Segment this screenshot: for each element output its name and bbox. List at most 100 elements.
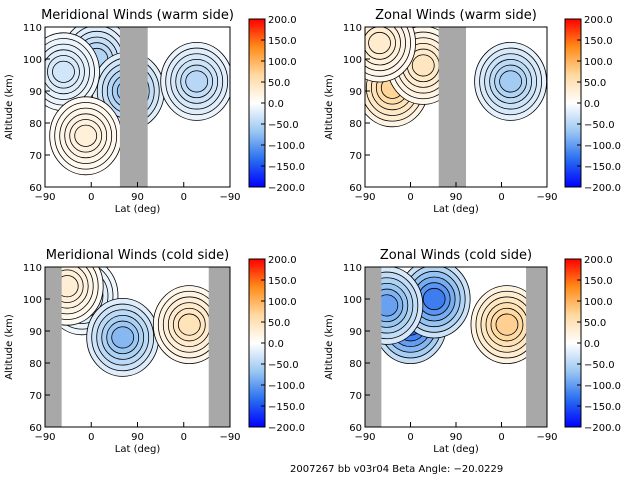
x-tick-label: −90: [354, 192, 375, 203]
contour-region: [499, 70, 523, 93]
contour-region: [411, 54, 435, 77]
colorbar-tick-label: 150.0: [584, 276, 613, 287]
x-tick-label: −90: [354, 432, 375, 443]
x-tick-label: 0: [181, 192, 187, 203]
y-tick-label: 60: [349, 423, 362, 434]
plot-area: [365, 267, 547, 427]
footer-text: 2007267 bb v03r04 Beta Angle: −20.0229: [290, 464, 503, 475]
y-tick-label: 110: [23, 263, 42, 274]
y-tick-label: 60: [29, 423, 42, 434]
colorbar-tick-label: 50.0: [268, 318, 290, 329]
colorbar-tick-label: −100.0: [268, 141, 305, 152]
contour-region: [422, 287, 446, 311]
colorbar-tick-label: −50.0: [584, 360, 615, 371]
y-tick-label: 110: [23, 23, 42, 34]
x-tick-label: 90: [131, 192, 144, 203]
x-tick-label: 90: [131, 432, 144, 443]
x-tick-label: 0: [88, 192, 94, 203]
contour-region: [74, 124, 98, 147]
x-tick-label: 0: [407, 432, 413, 443]
x-tick-label: 90: [450, 432, 463, 443]
y-tick-label: 80: [29, 119, 42, 130]
chart-title: Zonal Winds (warm side): [375, 8, 537, 23]
colorbar-tick-label: 200.0: [584, 255, 613, 266]
data-gap: [45, 267, 62, 427]
x-tick-label: −90: [34, 192, 55, 203]
y-tick-label: 110: [343, 23, 362, 34]
colorbar-tick-label: 100.0: [584, 57, 613, 68]
y-tick-label: 100: [343, 55, 362, 66]
data-gap: [526, 267, 547, 427]
y-tick-label: 90: [349, 87, 362, 98]
colorbar-tick-label: −150.0: [584, 402, 621, 413]
colorbar-tick-label: 0.0: [268, 99, 284, 110]
colorbar-tick-label: 50.0: [584, 318, 606, 329]
y-axis-label: Altitude (km): [4, 314, 15, 380]
x-tick-label: 0: [498, 432, 504, 443]
y-tick-label: 90: [349, 327, 362, 338]
y-tick-label: 70: [349, 391, 362, 402]
x-tick-label: 0: [181, 432, 187, 443]
colorbar-tick-label: 0.0: [584, 99, 600, 110]
chart-panel: Meridional Winds (warm side) 60 70 80 90 100 1…: [4, 8, 305, 215]
contour-region: [111, 326, 135, 349]
colorbar-tick-label: 200.0: [268, 15, 297, 26]
colorbar-tick-label: 150.0: [268, 276, 297, 287]
contour-region: [495, 313, 519, 336]
colorbar-tick-label: −150.0: [268, 162, 305, 173]
colorbar-tick-label: −50.0: [584, 120, 615, 131]
y-tick-label: 80: [349, 119, 362, 130]
x-tick-label: 0: [498, 192, 504, 203]
contour-region: [52, 60, 75, 83]
colorbar-tick-label: 150.0: [584, 36, 613, 47]
y-axis-label: Altitude (km): [324, 74, 335, 140]
chart-panel: Meridional Winds (cold side) 60 70 80 90 100 1…: [4, 248, 305, 455]
y-axis-label: Altitude (km): [324, 314, 335, 380]
plot-area: [45, 27, 230, 187]
colorbar-tick-label: −200.0: [584, 423, 621, 434]
colorbar-tick-label: −200.0: [268, 423, 305, 434]
chart-panel: Zonal Winds (warm side) 60 70 80 90 100 110 −90…: [324, 8, 621, 215]
chart-panel: Zonal Winds (cold side) 60 70 80 90 100 110 −90…: [324, 248, 621, 455]
data-gap: [119, 27, 148, 187]
x-axis-label: Lat (deg): [115, 444, 161, 455]
colorbar-tick-label: −50.0: [268, 360, 299, 371]
plot-area: [45, 267, 230, 427]
x-tick-label: −90: [219, 432, 240, 443]
x-tick-label: −90: [536, 192, 557, 203]
colorbar-tick-label: 0.0: [268, 339, 284, 350]
x-tick-label: −90: [219, 192, 240, 203]
colorbar-tick-label: 150.0: [268, 36, 297, 47]
y-tick-label: 100: [343, 295, 362, 306]
colorbar-tick-label: −200.0: [268, 183, 305, 194]
y-tick-label: 70: [29, 391, 42, 402]
x-tick-label: −90: [536, 432, 557, 443]
y-tick-label: 90: [29, 327, 42, 338]
contour-region: [368, 31, 391, 55]
colorbar-tick-label: −200.0: [584, 183, 621, 194]
colorbar-tick-label: −100.0: [584, 381, 621, 392]
y-tick-label: 90: [29, 87, 42, 98]
x-tick-label: 0: [407, 192, 413, 203]
colorbar-tick-label: −100.0: [584, 141, 621, 152]
colorbar-tick-label: −100.0: [268, 381, 305, 392]
colorbar-tick-label: 200.0: [268, 255, 297, 266]
plot-area: [365, 27, 547, 187]
contour-region: [177, 313, 201, 336]
y-tick-label: 60: [349, 183, 362, 194]
colorbar-tick-label: 50.0: [584, 78, 606, 89]
y-tick-label: 60: [29, 183, 42, 194]
colorbar-tick-label: 100.0: [268, 297, 297, 308]
data-gap: [208, 267, 230, 427]
y-tick-label: 100: [23, 55, 42, 66]
data-gap: [365, 267, 382, 427]
colorbar-tick-label: −150.0: [268, 402, 305, 413]
x-axis-label: Lat (deg): [433, 444, 479, 455]
colorbar-tick-label: 100.0: [584, 297, 613, 308]
y-tick-label: 70: [349, 151, 362, 162]
data-gap: [438, 27, 467, 187]
x-axis-label: Lat (deg): [433, 204, 479, 215]
x-tick-label: −90: [34, 432, 55, 443]
y-tick-label: 100: [23, 295, 42, 306]
y-tick-label: 110: [343, 263, 362, 274]
